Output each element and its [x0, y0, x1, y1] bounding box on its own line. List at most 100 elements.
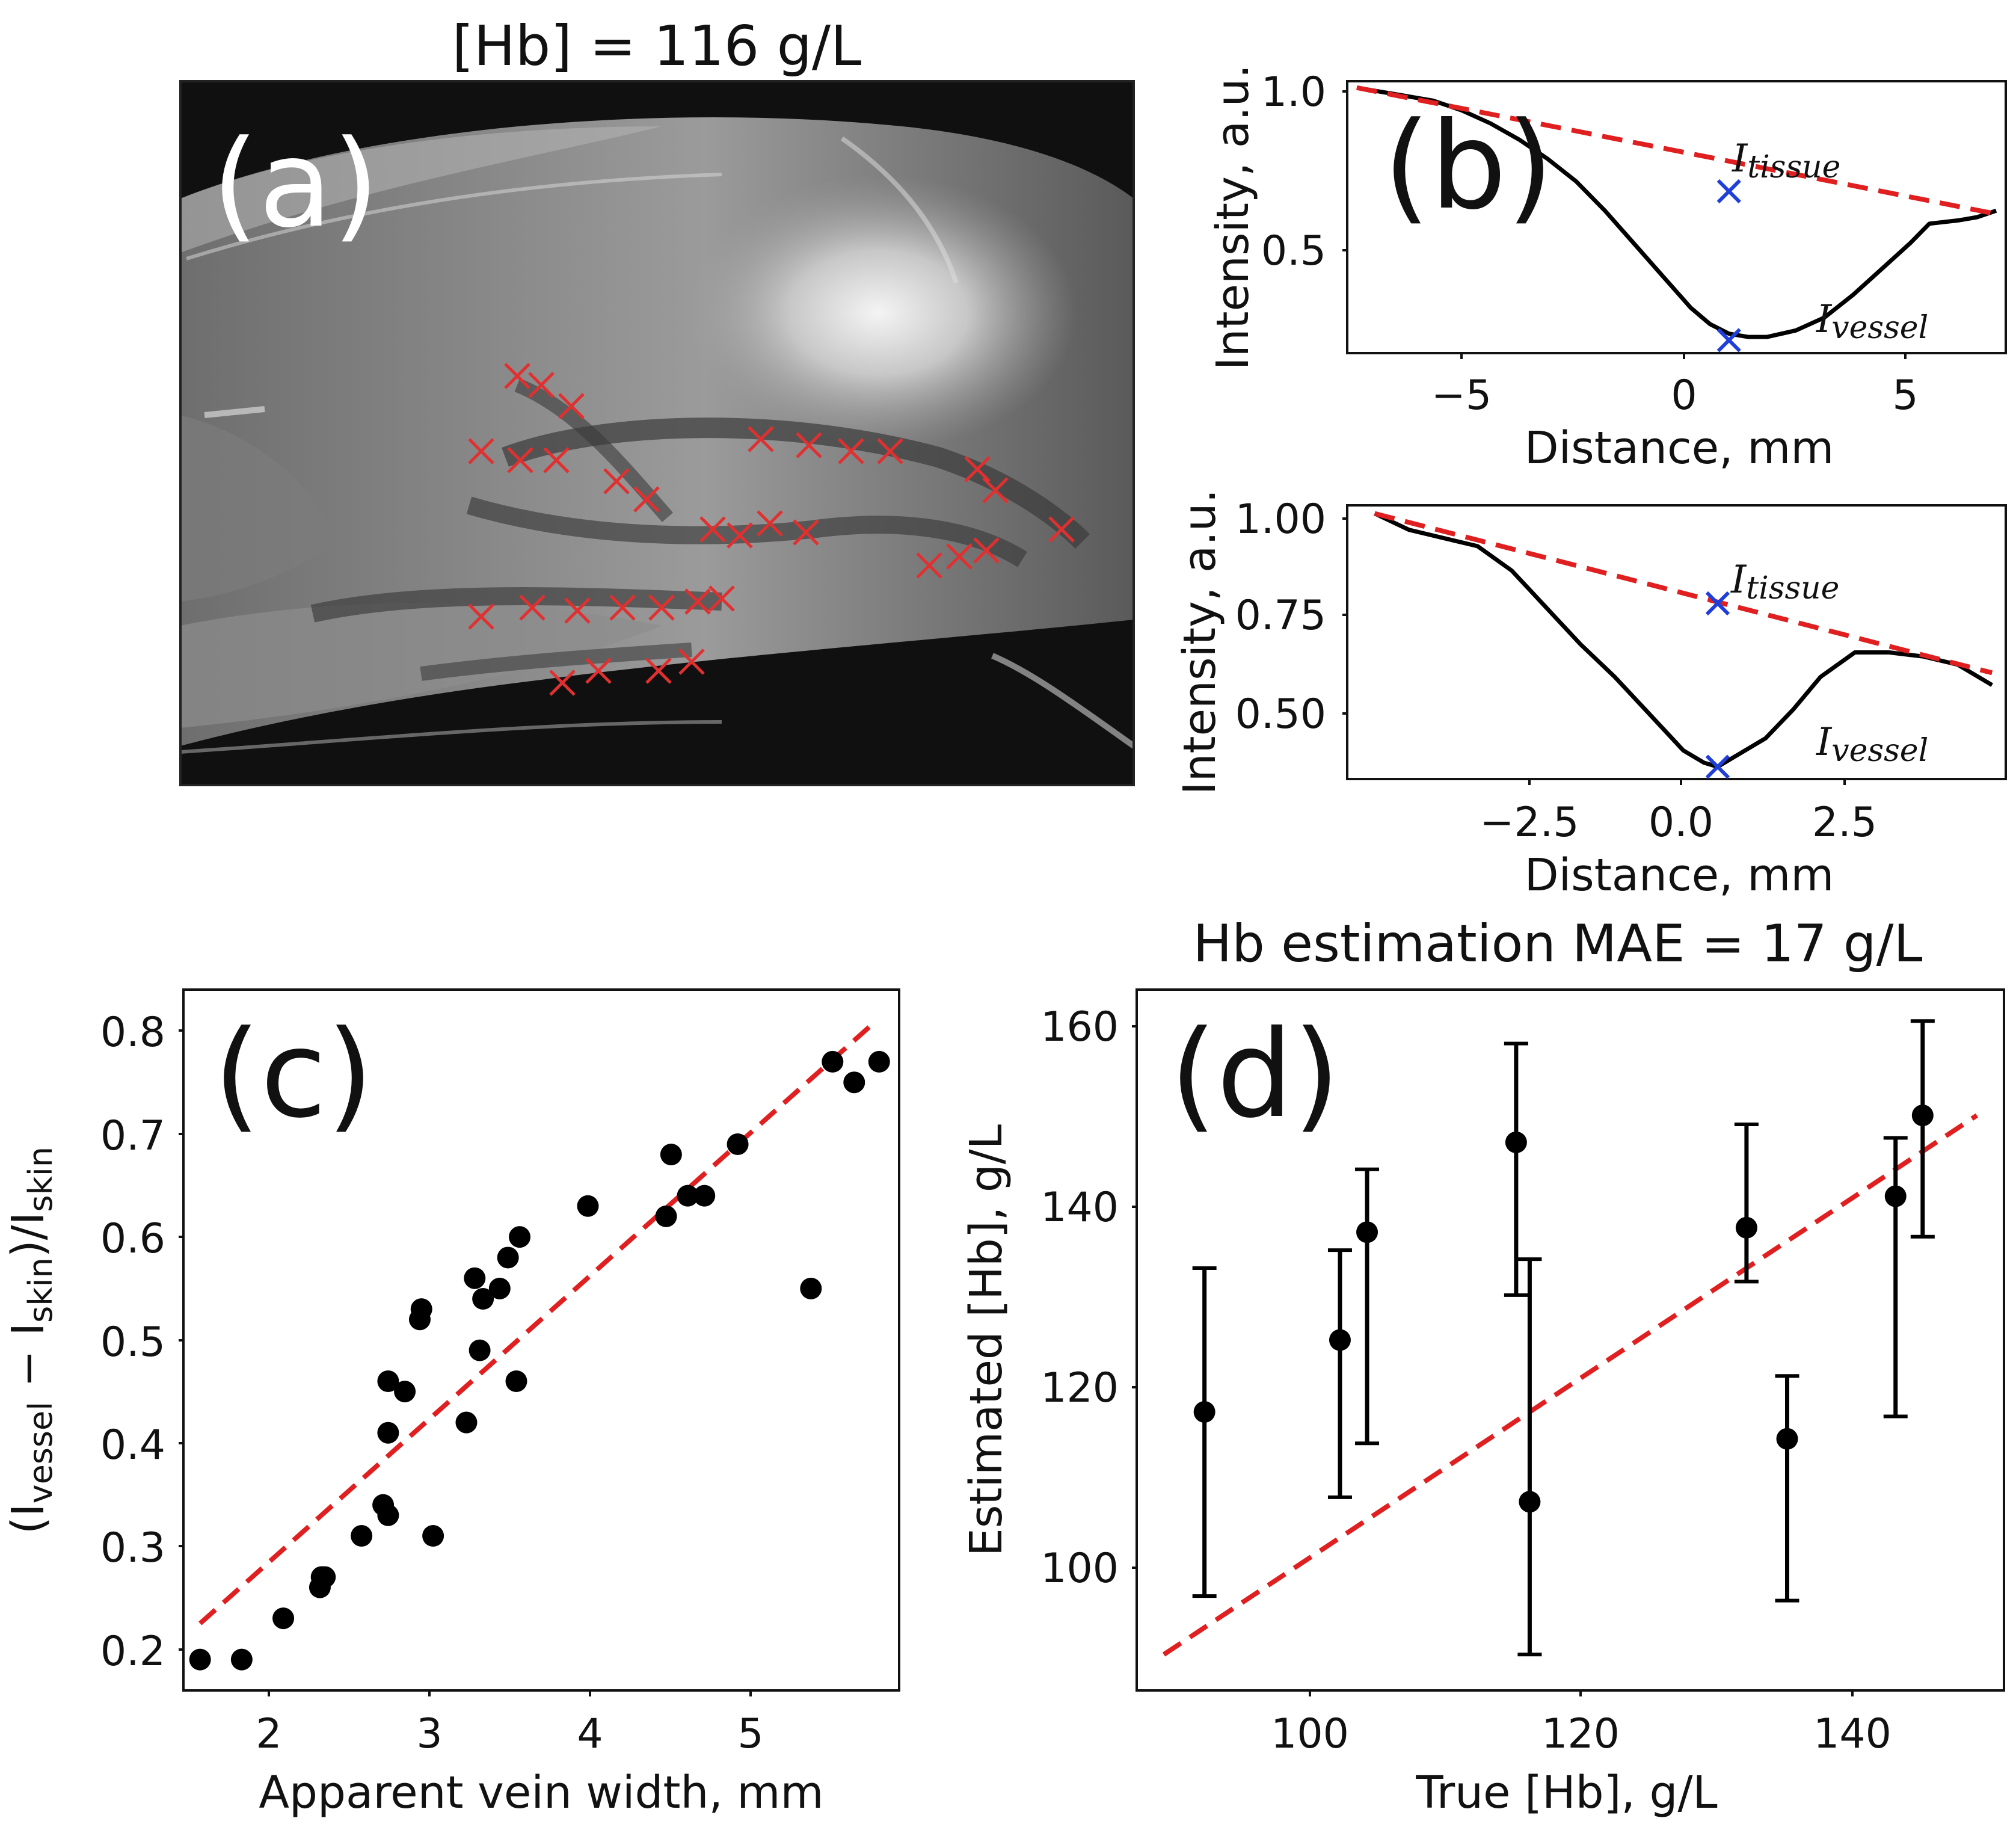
c-point-32: [868, 1050, 890, 1073]
d-point-2: [1355, 1167, 1380, 1446]
vessel-marker-26: [648, 594, 675, 621]
d-marker-2: [1356, 1221, 1378, 1243]
c-point-0: [189, 1648, 211, 1671]
c-ytick-4: 0.6: [100, 1215, 165, 1263]
vessel-marker-12: [748, 426, 774, 452]
c-point-31: [843, 1071, 865, 1094]
panel-d-title: Hb estimation MAE = 17 g/L: [1193, 914, 1923, 974]
d-ytick-2: 140: [1040, 1184, 1119, 1231]
vessel-marker-3: [468, 438, 494, 464]
c-xlabel: Apparent vein width, mm: [259, 1767, 823, 1819]
c-point-24: [655, 1205, 677, 1227]
vessel-marker-25: [609, 594, 636, 621]
d-marker-5: [1735, 1216, 1757, 1239]
c-point-29: [800, 1277, 822, 1299]
b-bottom-ylabel: Intensity, a.u.: [1174, 489, 1226, 795]
vessel-marker-28: [708, 585, 735, 612]
c-point-27: [693, 1185, 716, 1207]
vessel-marker-17: [982, 477, 1009, 504]
vessel-marker-20: [946, 543, 973, 570]
b-top-ytick-1: 1.0: [1261, 69, 1326, 116]
vessel-marker-4: [507, 447, 533, 473]
vessel-marker-22: [468, 603, 494, 630]
vessel-marker-7: [633, 486, 660, 513]
c-point-5: [314, 1566, 336, 1588]
c-ytick-1: 0.3: [100, 1524, 165, 1572]
d-point-7: [1883, 1136, 1908, 1419]
vessel-marker-14: [838, 438, 864, 464]
vessel-marker-11: [793, 519, 819, 546]
d-point-8: [1910, 1019, 1935, 1239]
b-bottom-axes: [1346, 504, 2007, 780]
vessel-marker-8: [699, 516, 726, 543]
c-point-11: [394, 1381, 416, 1403]
b_top-baseline-line: [1356, 85, 1997, 217]
c-point-14: [422, 1525, 444, 1547]
vessel-marker-13: [796, 432, 822, 458]
b-bottom-xtick-0: −2.5: [1480, 799, 1579, 846]
d-xtick-0: 100: [1271, 1710, 1349, 1758]
b-bottom-xtick-2: 2.5: [1812, 799, 1877, 846]
c-ytick-0: 0.2: [100, 1628, 165, 1675]
panel-a-letter: (a): [212, 114, 380, 254]
c-point-9: [377, 1422, 399, 1444]
c-fit-line: [198, 1020, 876, 1625]
b-bottom-ticks: 1.00 0.75 0.50 −2.5 0.0 2.5: [1235, 496, 1877, 846]
d-marker-3: [1505, 1131, 1527, 1153]
b_top-marker-tissue: [1716, 179, 1741, 204]
vessel-marker-29: [549, 670, 576, 696]
d-axes: [1136, 988, 2005, 1692]
vessel-marker-21: [973, 537, 1000, 564]
c-tick-marks: [179, 1029, 752, 1696]
vessel-marker-32: [678, 649, 705, 675]
b_bottom-marker-tissue: [1705, 591, 1730, 616]
c-ytick-5: 0.7: [100, 1112, 165, 1160]
d-plot: [1162, 1019, 1979, 1657]
b-top-plot: [1356, 85, 1997, 353]
c-point-1: [230, 1648, 253, 1671]
d-xlabel: True [Hb], g/L: [1415, 1767, 1717, 1819]
d-marker-6: [1776, 1428, 1798, 1450]
vessel-marker-27: [684, 588, 711, 615]
c-ytick-6: 0.8: [100, 1009, 165, 1056]
b-bottom-plot: [1374, 511, 1993, 779]
panel-d: Hb estimation MAE = 17 g/L 100 120 140 1…: [960, 914, 2005, 1819]
vessel-marker-23: [519, 594, 545, 621]
b-top-label-vessel: Ivessel: [1816, 297, 1928, 346]
c-point-10: [377, 1370, 399, 1393]
d-marker-4: [1519, 1491, 1541, 1513]
c-point-15: [455, 1411, 478, 1434]
b-bottom-xlabel: Distance, mm: [1525, 849, 1834, 901]
c-point-2: [272, 1607, 295, 1630]
vessel-marker-2: [558, 393, 585, 419]
b-top-axes: [1346, 80, 2007, 354]
d-marker-8: [1911, 1105, 1934, 1127]
c-xtick-3: 5: [737, 1710, 763, 1758]
c-point-30: [822, 1050, 844, 1073]
c-point-23: [577, 1195, 599, 1217]
b-top-ylabel: Intensity, a.u.: [1207, 64, 1259, 370]
c-point-16: [464, 1267, 486, 1289]
b-bottom-ytick-2: 1.00: [1235, 496, 1326, 543]
d-ytick-3: 160: [1040, 1003, 1119, 1051]
c-point-6: [351, 1525, 373, 1547]
d-point-6: [1775, 1374, 1799, 1603]
panel-b: 1.0 0.5 −5 0 5 Distance, mm Intensity, a…: [1174, 64, 2007, 901]
vessel-marker-1: [528, 372, 555, 398]
b-bottom-ytick-0: 0.50: [1235, 691, 1326, 738]
d-marker-0: [1193, 1400, 1215, 1423]
c-point-18: [472, 1287, 494, 1310]
vessel-marker-19: [916, 552, 942, 579]
c-xtick-2: 4: [577, 1710, 603, 1758]
c-point-8: [377, 1504, 399, 1526]
panel-b-letter: (b): [1383, 96, 1553, 236]
vessel-marker-30: [585, 658, 612, 684]
c-point-17: [469, 1339, 491, 1361]
b_bottom-baseline-line: [1374, 511, 1993, 676]
c-xtick-1: 3: [416, 1710, 442, 1758]
vessel-markers: [468, 363, 1075, 696]
vessel-marker-18: [1048, 516, 1075, 543]
d-xtick-1: 120: [1541, 1710, 1620, 1758]
b-top-xtick-1: 0: [1671, 372, 1697, 419]
